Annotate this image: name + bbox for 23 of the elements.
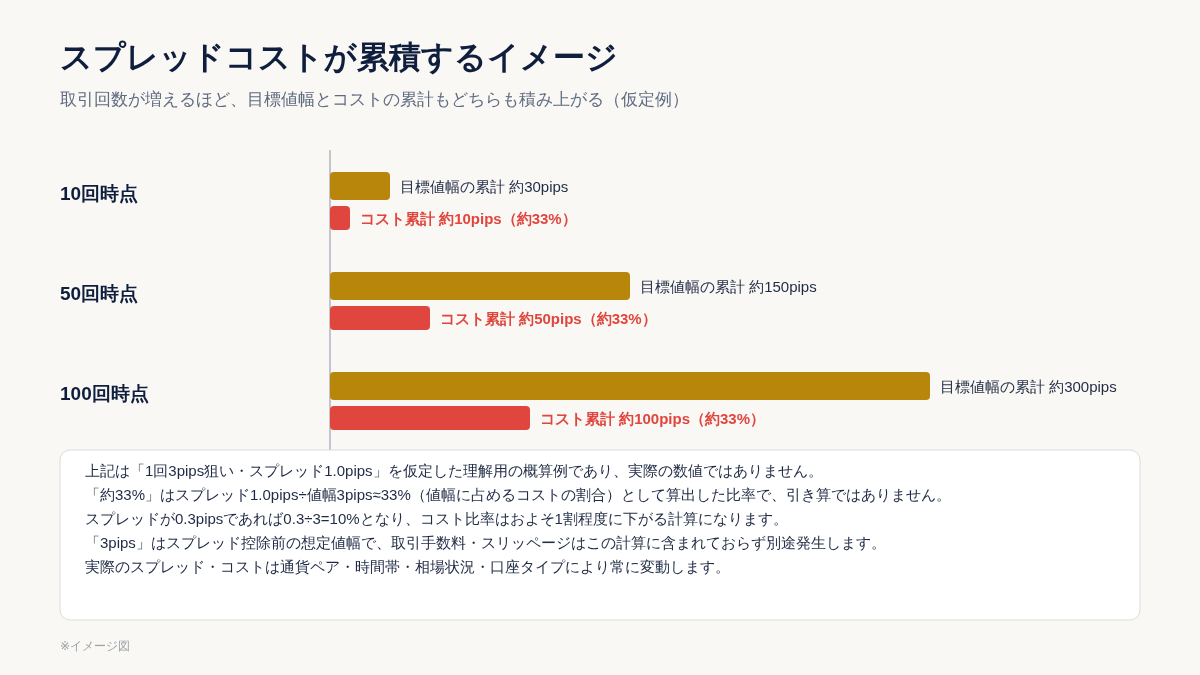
text: 「約33%」はスプレッド1.0pips÷値幅3pips≈33%（値幅に占めるコストの割合）として算出した比率で、引き算ではありません。 bbox=[85, 486, 951, 503]
text: 実際のスプレッド・コストは通貨ペア・時間帯・相場状況・口座タイプにより常に変動します。 bbox=[85, 558, 730, 575]
data-label: 目標値幅の累計 約30pips bbox=[400, 177, 569, 195]
data-label: 目標値幅の累計 約150pips bbox=[640, 277, 817, 295]
data-label: コスト累計 約10pips（約33%） bbox=[360, 209, 577, 227]
chart-title: スプレッドコストが累積するイメージ bbox=[60, 39, 618, 75]
text: スプレッドが0.3pipsであれば0.3÷3=10%となり、コスト比率はおよそ1割程度に下がる計算になります。 bbox=[85, 510, 788, 527]
y-tick-label: 10回時点 bbox=[60, 183, 139, 204]
y-tick-label: 50回時点 bbox=[60, 283, 139, 304]
bar bbox=[330, 372, 930, 400]
data-label: コスト累計 約50pips（約33%） bbox=[440, 309, 657, 327]
text: 「3pips」はスプレッド控除前の想定値幅で、取引手数料・スリッページはこの計算に含まれておらず別途発生します。 bbox=[85, 534, 886, 552]
text: ※イメージ図 bbox=[60, 639, 131, 653]
data-label: 目標値幅の累計 約300pips bbox=[940, 377, 1117, 395]
chart-subtitle: 取引回数が増えるほど、目標値幅とコストの累計もどちらも積み上がる（仮定例） bbox=[60, 90, 689, 109]
data-label: コスト累計 約100pips（約33%） bbox=[540, 409, 766, 427]
bar bbox=[330, 306, 430, 330]
bar bbox=[330, 172, 390, 200]
bar bbox=[330, 206, 350, 230]
y-tick-label: 100回時点 bbox=[60, 383, 149, 404]
bar bbox=[330, 272, 630, 300]
text: 上記は「1回3pips狙い・スプレッド1.0pips」を仮定した理解用の概算例であり、実際の数値ではありません。 bbox=[85, 462, 823, 479]
bar bbox=[330, 406, 530, 430]
